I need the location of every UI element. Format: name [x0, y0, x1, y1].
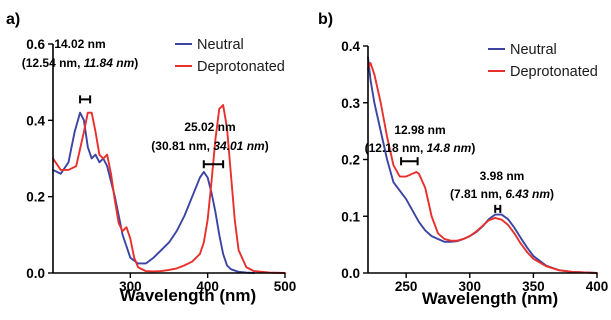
measurement-bracket	[400, 157, 419, 166]
series-line-deprotonated	[367, 62, 598, 274]
legend-label-deprotonated: Deprotonated	[197, 59, 285, 75]
legend: Neutral Deprotonated	[175, 37, 285, 75]
y-tick-label: 0.2	[341, 153, 360, 168]
x-tick-label: 250	[395, 279, 418, 294]
x-axis-title: Wavelength (nm)	[422, 289, 558, 308]
chart-panel-a: a) 0.0 0.2 0.4 0.6 300 400 500 Wavelength (nm) Ne…	[6, 11, 296, 305]
legend-label-neutral: Neutral	[510, 42, 557, 58]
chart-panel-b: b) 0.0 0.1 0.2 0.3 0.4 250 300 350 400 Wavelength …	[318, 11, 608, 308]
panel-letter: b)	[318, 11, 333, 28]
x-axis-title: Wavelength (nm)	[120, 286, 256, 305]
y-tick-label: 0.0	[341, 266, 360, 281]
annotation-detail-suffix: )	[265, 139, 269, 153]
annotation-detail-prefix: (12.18 nm,	[365, 141, 427, 155]
y-tick-label: 0.2	[26, 190, 45, 205]
annotation-detail: (30.81 nm, 34.01 nm)	[151, 139, 268, 153]
y-tick-label: 0.4	[26, 113, 45, 128]
annotation-value: 14.02 nm	[54, 37, 105, 51]
x-tick-label: 300	[119, 279, 142, 294]
y-tick-label: 0.6	[26, 37, 45, 52]
y-tick-label: 0.1	[341, 209, 360, 224]
x-tick-label: 350	[522, 279, 545, 294]
peak-annotation: 25.02 nm (30.81 nm, 34.01 nm)	[151, 120, 269, 169]
x-tick-label: 300	[459, 279, 482, 294]
y-tick-label: 0.0	[26, 266, 45, 281]
annotation-detail-suffix: )	[471, 141, 475, 155]
peak-annotation: 14.02 nm (12.54 nm, 11.84 nm)	[22, 37, 139, 104]
annotation-detail-prefix: (7.81 nm,	[450, 187, 505, 201]
annotation-detail-italic: 6.43 nm	[505, 187, 550, 201]
annotation-detail: (12.54 nm, 11.84 nm)	[22, 56, 139, 70]
annotation-detail-suffix: )	[134, 56, 138, 70]
series-line-neutral	[367, 56, 598, 274]
measurement-bracket	[494, 204, 502, 213]
panel-letter: a)	[6, 11, 20, 28]
annotation-value: 12.98 nm	[394, 123, 445, 137]
annotation-detail-italic: 11.84 nm	[84, 56, 135, 70]
measurement-bracket	[79, 95, 92, 104]
y-tick-label: 0.3	[341, 96, 360, 111]
legend-label-neutral: Neutral	[197, 37, 244, 53]
x-tick-label: 400	[586, 279, 609, 294]
annotation-detail: (7.81 nm, 6.43 nm)	[450, 187, 554, 201]
annotation-detail: (12.18 nm, 14.8 nm)	[365, 141, 476, 155]
annotation-value: 25.02 nm	[184, 120, 235, 134]
y-tick-label: 0.4	[341, 39, 360, 54]
annotation-value: 3.98 nm	[480, 169, 525, 183]
measurement-bracket	[202, 160, 225, 169]
x-tick-label: 500	[274, 279, 297, 294]
series-line-neutral	[52, 111, 256, 274]
legend: Neutral Deprotonated	[488, 42, 598, 80]
annotation-detail-prefix: (12.54 nm,	[22, 56, 84, 70]
legend-label-deprotonated: Deprotonated	[510, 64, 598, 80]
x-tick-label: 400	[196, 279, 219, 294]
peak-annotation: 3.98 nm (7.81 nm, 6.43 nm)	[450, 169, 554, 213]
annotation-detail-prefix: (30.81 nm,	[151, 139, 213, 153]
peak-annotation: 12.98 nm (12.18 nm, 14.8 nm)	[365, 123, 476, 166]
annotation-detail-suffix: )	[550, 187, 554, 201]
series-line-deprotonated	[52, 104, 286, 274]
annotation-detail-italic: 14.8 nm	[427, 141, 472, 155]
annotation-detail-italic: 34.01 nm	[213, 139, 265, 153]
